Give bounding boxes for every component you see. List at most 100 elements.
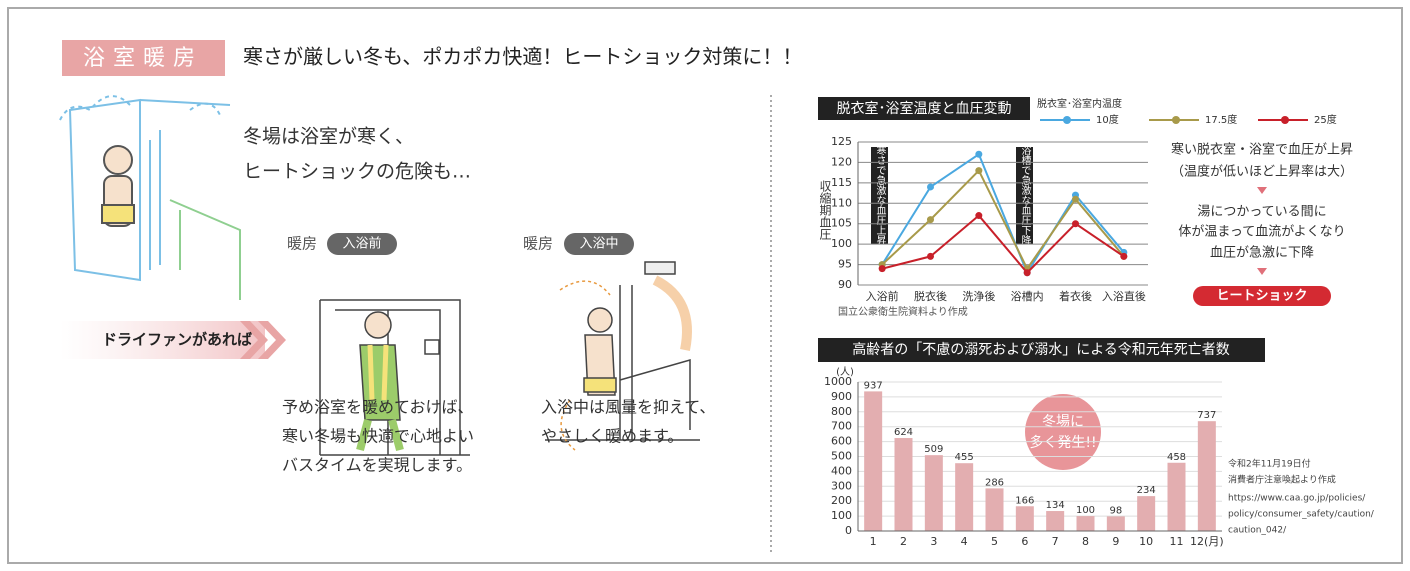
x-tick-label: 8 bbox=[1082, 535, 1089, 548]
bar bbox=[1137, 496, 1155, 531]
arrow-text: ドライファンがあれば bbox=[102, 331, 252, 349]
point bbox=[927, 253, 934, 260]
y-tick-label: 900 bbox=[831, 390, 852, 403]
explanation: （温度が低いほど上昇率は大） bbox=[1171, 164, 1353, 180]
x-tick-label: 入浴前 bbox=[866, 289, 899, 303]
x-tick-label: 10 bbox=[1139, 535, 1153, 548]
source: 国立公衆衛生院資料より作成 bbox=[838, 305, 968, 318]
chart-title: 高齢者の「不慮の溺死および溺水」による令和元年死亡者数 bbox=[852, 341, 1230, 358]
x-tick-label: 7 bbox=[1052, 535, 1059, 548]
value-label: 286 bbox=[985, 477, 1004, 488]
x-tick-label: 入浴直後 bbox=[1102, 289, 1146, 303]
y-tick-label: 600 bbox=[831, 435, 852, 448]
x-tick-label: 3 bbox=[930, 535, 937, 548]
bar bbox=[986, 488, 1004, 531]
y-tick-label: 125 bbox=[831, 135, 852, 148]
panel-text: 入浴中は風量を抑えて、 bbox=[541, 398, 715, 417]
value-label: 458 bbox=[1167, 452, 1186, 463]
bar bbox=[1168, 463, 1186, 531]
value-label: 937 bbox=[864, 380, 883, 391]
callout: ヒートショック bbox=[1216, 289, 1307, 304]
y-tick-label: 90 bbox=[838, 278, 852, 291]
callout: 冬場に bbox=[1042, 414, 1084, 430]
bar bbox=[1107, 516, 1125, 531]
page: 浴室暖房 寒さが厳しい冬も、ポカポカ快適！ヒートショック対策に！！ 冬場は浴室が… bbox=[0, 0, 1410, 571]
bar bbox=[955, 463, 973, 531]
x-tick-label: 6 bbox=[1021, 535, 1028, 548]
panel-tag-text: 入浴中 bbox=[579, 237, 618, 252]
y-tick-label: 95 bbox=[838, 258, 852, 271]
point bbox=[1072, 196, 1079, 203]
callout: 多く発生!! bbox=[1029, 434, 1096, 451]
point bbox=[927, 216, 934, 223]
legend-label: 25度 bbox=[1314, 113, 1337, 126]
bar bbox=[1046, 511, 1064, 531]
source: 令和2年11月19日付 bbox=[1228, 458, 1311, 470]
page-title: 寒さが厳しい冬も、ポカポカ快適！ヒートショック対策に！！ bbox=[243, 45, 802, 69]
intro-text: ヒートショックの危険も… bbox=[243, 161, 471, 183]
explanation: 血圧が急激に下降 bbox=[1210, 246, 1314, 261]
value-label: 455 bbox=[955, 452, 974, 463]
x-tick-label: 9 bbox=[1112, 535, 1119, 548]
x-tick-label: 着衣後 bbox=[1059, 289, 1092, 303]
y-tick-label: 400 bbox=[831, 464, 852, 477]
y-tick-label: 110 bbox=[831, 196, 852, 209]
explanation: 湯につかっている間に bbox=[1197, 205, 1326, 220]
y-tick-label: 100 bbox=[831, 237, 852, 250]
value-label: 234 bbox=[1137, 485, 1156, 496]
x-tick-label: 洗浄後 bbox=[962, 289, 995, 303]
y-tick-label: 115 bbox=[831, 176, 852, 189]
source: https://www.caa.go.jp/policies/ bbox=[1228, 494, 1366, 504]
legend-dot bbox=[1063, 116, 1071, 124]
legend-label: 10度 bbox=[1096, 113, 1119, 126]
explanation: 寒い脱衣室・浴室で血圧が上昇 bbox=[1171, 142, 1353, 158]
bar bbox=[1077, 516, 1095, 531]
point bbox=[927, 183, 934, 190]
y-tick-label: 0 bbox=[845, 524, 852, 537]
y-tick-label: 200 bbox=[831, 494, 852, 507]
panel-text: やさしく暖めます。 bbox=[541, 427, 683, 446]
value-label: 509 bbox=[924, 444, 943, 455]
y-axis-label: 収縮期血圧 bbox=[818, 180, 832, 241]
point bbox=[879, 265, 886, 272]
explanation: 体が温まって血流がよくなり bbox=[1178, 225, 1345, 240]
chart-title: 脱衣室･浴室温度と血圧変動 bbox=[837, 100, 1012, 117]
frame bbox=[8, 8, 1402, 563]
y-tick-label: 120 bbox=[831, 155, 852, 168]
source: 消費者庁注意喚起より作成 bbox=[1228, 474, 1336, 486]
callout-circle bbox=[1025, 394, 1101, 470]
y-tick-label: 300 bbox=[831, 479, 852, 492]
panel-text: バスタイムを実現します。 bbox=[282, 456, 472, 475]
panel-text: 予め浴室を暖めておけば、 bbox=[282, 398, 474, 417]
legend-label: 17.5度 bbox=[1205, 113, 1237, 126]
panel-label: 暖房 bbox=[287, 235, 317, 253]
x-tick-label: 脱衣後 bbox=[914, 289, 947, 303]
bar bbox=[1198, 421, 1216, 531]
point bbox=[1024, 269, 1031, 276]
bar bbox=[864, 391, 882, 531]
bar bbox=[925, 455, 943, 531]
x-tick-label: 2 bbox=[900, 535, 907, 548]
y-tick-label: 1000 bbox=[824, 375, 852, 388]
bar bbox=[1016, 506, 1034, 531]
y-tick-label: 700 bbox=[831, 420, 852, 433]
source: policy/consumer_safety/caution/ bbox=[1228, 510, 1375, 520]
value-label: 98 bbox=[1109, 505, 1122, 516]
annotation: 寒さで急激な血圧上昇 bbox=[874, 144, 886, 246]
panel-tag-text: 入浴前 bbox=[342, 236, 381, 252]
value-label: 624 bbox=[894, 427, 913, 438]
point bbox=[1072, 220, 1079, 227]
x-tick-label: 1 bbox=[870, 535, 877, 548]
legend-dot bbox=[1281, 116, 1289, 124]
x-tick-label: 浴槽内 bbox=[1011, 289, 1044, 303]
annotation: 浴槽で急激な血圧下降 bbox=[1019, 145, 1031, 246]
source: caution_042/ bbox=[1228, 526, 1287, 536]
value-label: 134 bbox=[1046, 500, 1065, 511]
badge-text: 浴室暖房 bbox=[83, 46, 203, 71]
x-tick-label: 4 bbox=[961, 535, 968, 548]
value-label: 737 bbox=[1197, 410, 1216, 421]
y-tick-label: 105 bbox=[831, 217, 852, 230]
point bbox=[975, 212, 982, 219]
value-label: 166 bbox=[1015, 495, 1034, 506]
x-tick-label: 5 bbox=[991, 535, 998, 548]
